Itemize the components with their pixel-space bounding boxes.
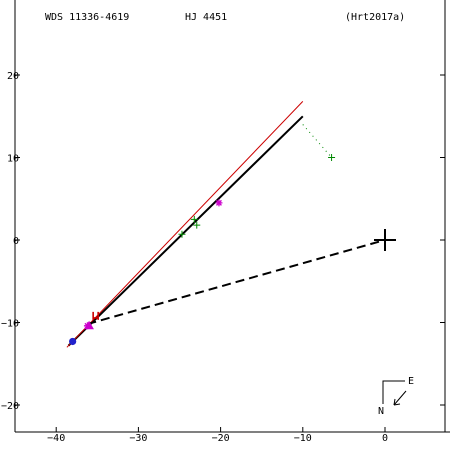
orbit-line-solid [67,115,304,347]
compass-north-label: N [378,406,384,417]
compass-arrow-icon [382,380,405,404]
orbit-line-dotted [302,124,332,158]
compass-east-label: E [408,376,414,387]
wds-label: WDS 11336-4619 [45,12,129,23]
motion-arrow-icon [393,390,407,406]
y-tick-label: −20 [1,401,19,412]
primary-cross [374,229,396,251]
data-point-star [215,199,223,207]
reference-label: (Hrt2017a) [345,12,405,23]
orbit-line-dashed [87,239,386,326]
y-tick-label: −10 [1,319,19,330]
x-tick-label: −10 [294,433,312,444]
axis-ticks [15,74,445,432]
data-point-u [92,311,99,320]
orbit-lines [66,101,386,348]
x-tick-label: 0 [382,433,388,444]
plot-frame [14,0,450,433]
axis-tick-labels: −40 −30 −20 −10 0 20 10 0 −10 −20 [1,71,388,444]
data-point-plus [193,221,201,229]
data-point-circle [69,337,77,346]
primary-star-marker [374,229,396,251]
data-point-plus [190,215,198,223]
x-tick-label: −20 [212,433,230,444]
y-tick-label: 0 [13,236,19,247]
y-tick-label: 10 [7,154,19,165]
compass-rose: E N [378,376,414,417]
star-name-label: HJ 4451 [185,12,227,23]
data-point-triangle [84,320,94,330]
x-tick-label: −40 [47,433,65,444]
x-tick-label: −30 [129,433,147,444]
data-point-plus [178,230,186,238]
y-tick-label: 20 [7,71,19,82]
orbit-line-solid [66,101,304,348]
data-point-plus [328,154,336,161]
observation-points [69,154,336,346]
